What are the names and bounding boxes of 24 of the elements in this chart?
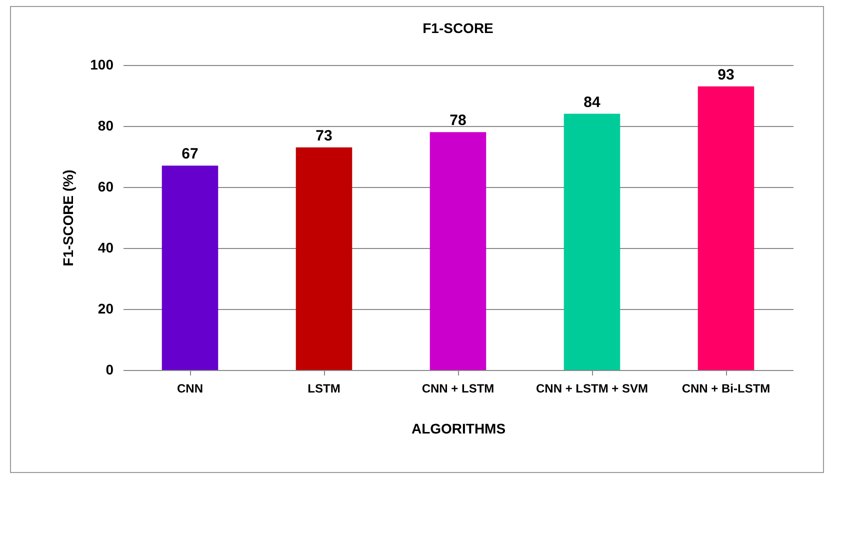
x-tick-label: CNN + Bi-LSTM [682,382,770,396]
x-tick-label: CNN + LSTM [422,382,494,396]
y-tick-label: 60 [98,178,114,194]
x-tick-label: CNN [177,382,203,396]
data-label: 67 [182,146,198,163]
data-label: 78 [450,112,466,130]
bar [564,114,620,370]
y-tick-label: 20 [98,300,114,316]
bar [296,147,352,370]
bar [698,86,754,370]
y-axis-title: F1-SCORE (%) [60,170,76,266]
x-axis-title: ALGORITHMS [411,420,506,436]
bar [162,166,218,370]
x-tick-label: CNN + LSTM + SVM [536,382,648,396]
chart-title: F1-SCORE [422,20,494,36]
y-tick-label: 80 [98,118,114,134]
data-label: 84 [584,94,601,111]
x-tick-label: LSTM [308,382,340,396]
bar [430,132,486,370]
data-label: 93 [718,66,734,84]
y-tick-label: 40 [98,240,114,256]
y-tick-label: 100 [90,56,114,72]
y-tick-label: 0 [106,362,114,378]
data-label: 73 [316,127,332,144]
